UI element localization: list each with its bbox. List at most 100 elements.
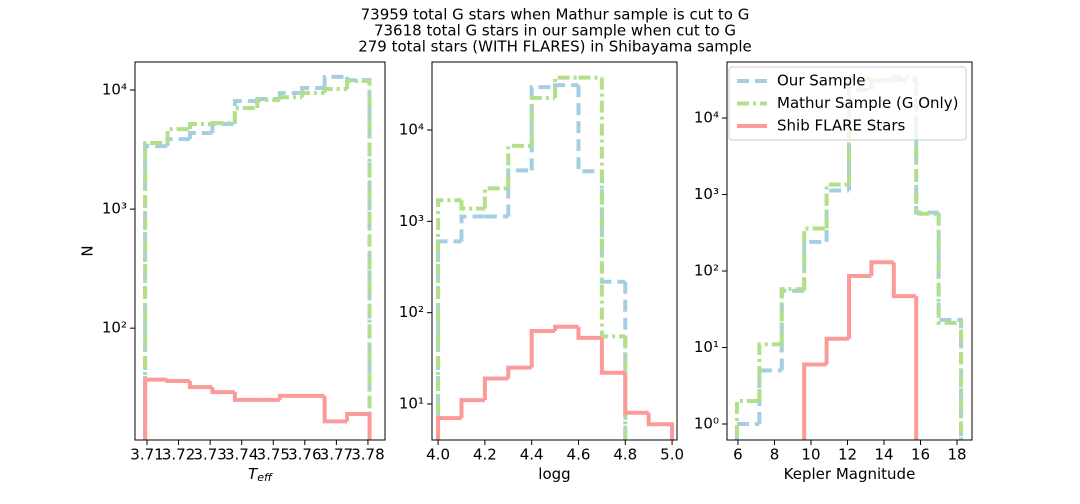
histogram-step (936, 212, 964, 440)
x-tick-label: 14 (874, 446, 893, 464)
histogram-step (802, 239, 827, 291)
histogram-step (459, 200, 485, 211)
histogram-step (576, 326, 602, 340)
histogram-step (322, 395, 348, 424)
x-axis-label-main: T (248, 465, 259, 483)
y-axis-label: N (79, 245, 97, 256)
x-tick-label: 3.71 (130, 446, 163, 464)
histogram-step (143, 377, 168, 440)
y-tick-label: 10¹ (399, 394, 424, 412)
x-tick-label: 3.76 (288, 446, 321, 464)
y-tick-label: 10² (102, 319, 127, 337)
histogram-step (646, 412, 675, 440)
x-tick-label: 3.74 (225, 446, 258, 464)
x-tick-label: 4.4 (520, 446, 544, 464)
histogram-step (936, 213, 964, 440)
x-axis-label-main: logg (538, 465, 570, 483)
histogram-step (802, 226, 827, 290)
y-tick-label: 10⁴ (399, 121, 424, 139)
histogram-step (553, 324, 579, 331)
x-tick-label: 3.73 (193, 446, 226, 464)
histogram-step (165, 127, 190, 144)
histogram-step (165, 378, 190, 383)
histogram-step (345, 412, 372, 440)
x-tick-label: 4.0 (426, 446, 450, 464)
histogram-step (322, 74, 348, 89)
x-axis-label: logg (538, 465, 570, 483)
x-axis-label-sub: eff (257, 471, 273, 484)
x-tick-label: 3.77 (320, 446, 353, 464)
histogram-step (143, 144, 168, 440)
x-axis-label: Kepler Magnitude (784, 465, 916, 483)
x-tick-label: 12 (838, 446, 857, 464)
y-tick-label: 10³ (102, 200, 127, 218)
x-tick-label: 4.2 (473, 446, 497, 464)
y-tick-label: 10¹ (694, 338, 719, 356)
histogram-step (802, 362, 827, 440)
histogram-step (232, 105, 258, 124)
histogram-step (482, 186, 509, 209)
histogram-step (847, 274, 872, 339)
histogram-step (232, 392, 258, 402)
x-tick-label: 3.78 (351, 446, 384, 464)
histogram-step (210, 121, 235, 126)
legend-box (728, 66, 967, 141)
histogram-step (757, 342, 782, 401)
y-tick-label: 10² (694, 262, 719, 280)
y-tick-label: 10⁴ (102, 81, 127, 99)
histogram-step (143, 141, 168, 440)
plot-area (436, 75, 675, 440)
histogram-step (824, 336, 850, 365)
figure-title: 279 total stars (WITH FLARES) in Shibaya… (358, 38, 752, 56)
histogram-step (436, 416, 462, 440)
axes-frame (134, 61, 386, 441)
y-tick-label: 10⁴ (694, 109, 719, 127)
x-tick-label: 8 (770, 446, 780, 464)
histogram-step (553, 75, 579, 99)
x-tick-label: 10 (801, 446, 820, 464)
plot-area (143, 74, 372, 440)
histogram-step (300, 91, 325, 98)
histogram-step (576, 85, 602, 174)
x-tick-label: 18 (947, 446, 966, 464)
histogram-step (506, 365, 532, 379)
histogram-step (345, 76, 372, 440)
x-tick-label: 3.72 (162, 446, 195, 464)
x-tick-label: 4.8 (613, 446, 637, 464)
histogram-step (277, 95, 303, 100)
x-tick-label: 6 (733, 446, 743, 464)
histogram-step (277, 393, 303, 400)
y-tick-label: 10² (399, 303, 424, 321)
histogram-step (529, 96, 556, 146)
histogram-step (482, 376, 509, 401)
axes-frame (431, 61, 678, 441)
histogram-step (345, 79, 372, 440)
histogram-step (459, 398, 485, 419)
histogram-step (914, 296, 919, 440)
x-tick-label: 4.6 (567, 446, 591, 464)
histogram-step (459, 214, 485, 242)
legend-label: Mathur Sample (G Only) (777, 94, 958, 112)
figure-title: 73618 total G stars in our sample when c… (374, 22, 736, 40)
y-tick-label: 10³ (694, 185, 719, 203)
histogram-step (891, 262, 917, 299)
histogram-step (599, 337, 626, 375)
histogram-step (322, 87, 348, 94)
histogram-step (187, 122, 213, 130)
histogram-step (255, 97, 280, 108)
histogram-step (599, 171, 626, 284)
histogram-step (869, 260, 894, 277)
histogram-step (623, 372, 649, 415)
histogram-step (734, 398, 760, 440)
histogram-step (210, 387, 235, 395)
x-tick-label: 5.0 (660, 446, 684, 464)
histogram-step (187, 380, 213, 390)
figure-title: 73959 total G stars when Mathur sample i… (361, 6, 750, 24)
histogram-step (506, 143, 532, 189)
legend-label: Shib FLARE Stars (777, 117, 906, 135)
histogram-step (529, 328, 556, 368)
y-tick-label: 10³ (399, 212, 424, 230)
histogram-step (187, 130, 213, 140)
y-tick-label: 10⁰ (694, 415, 719, 433)
